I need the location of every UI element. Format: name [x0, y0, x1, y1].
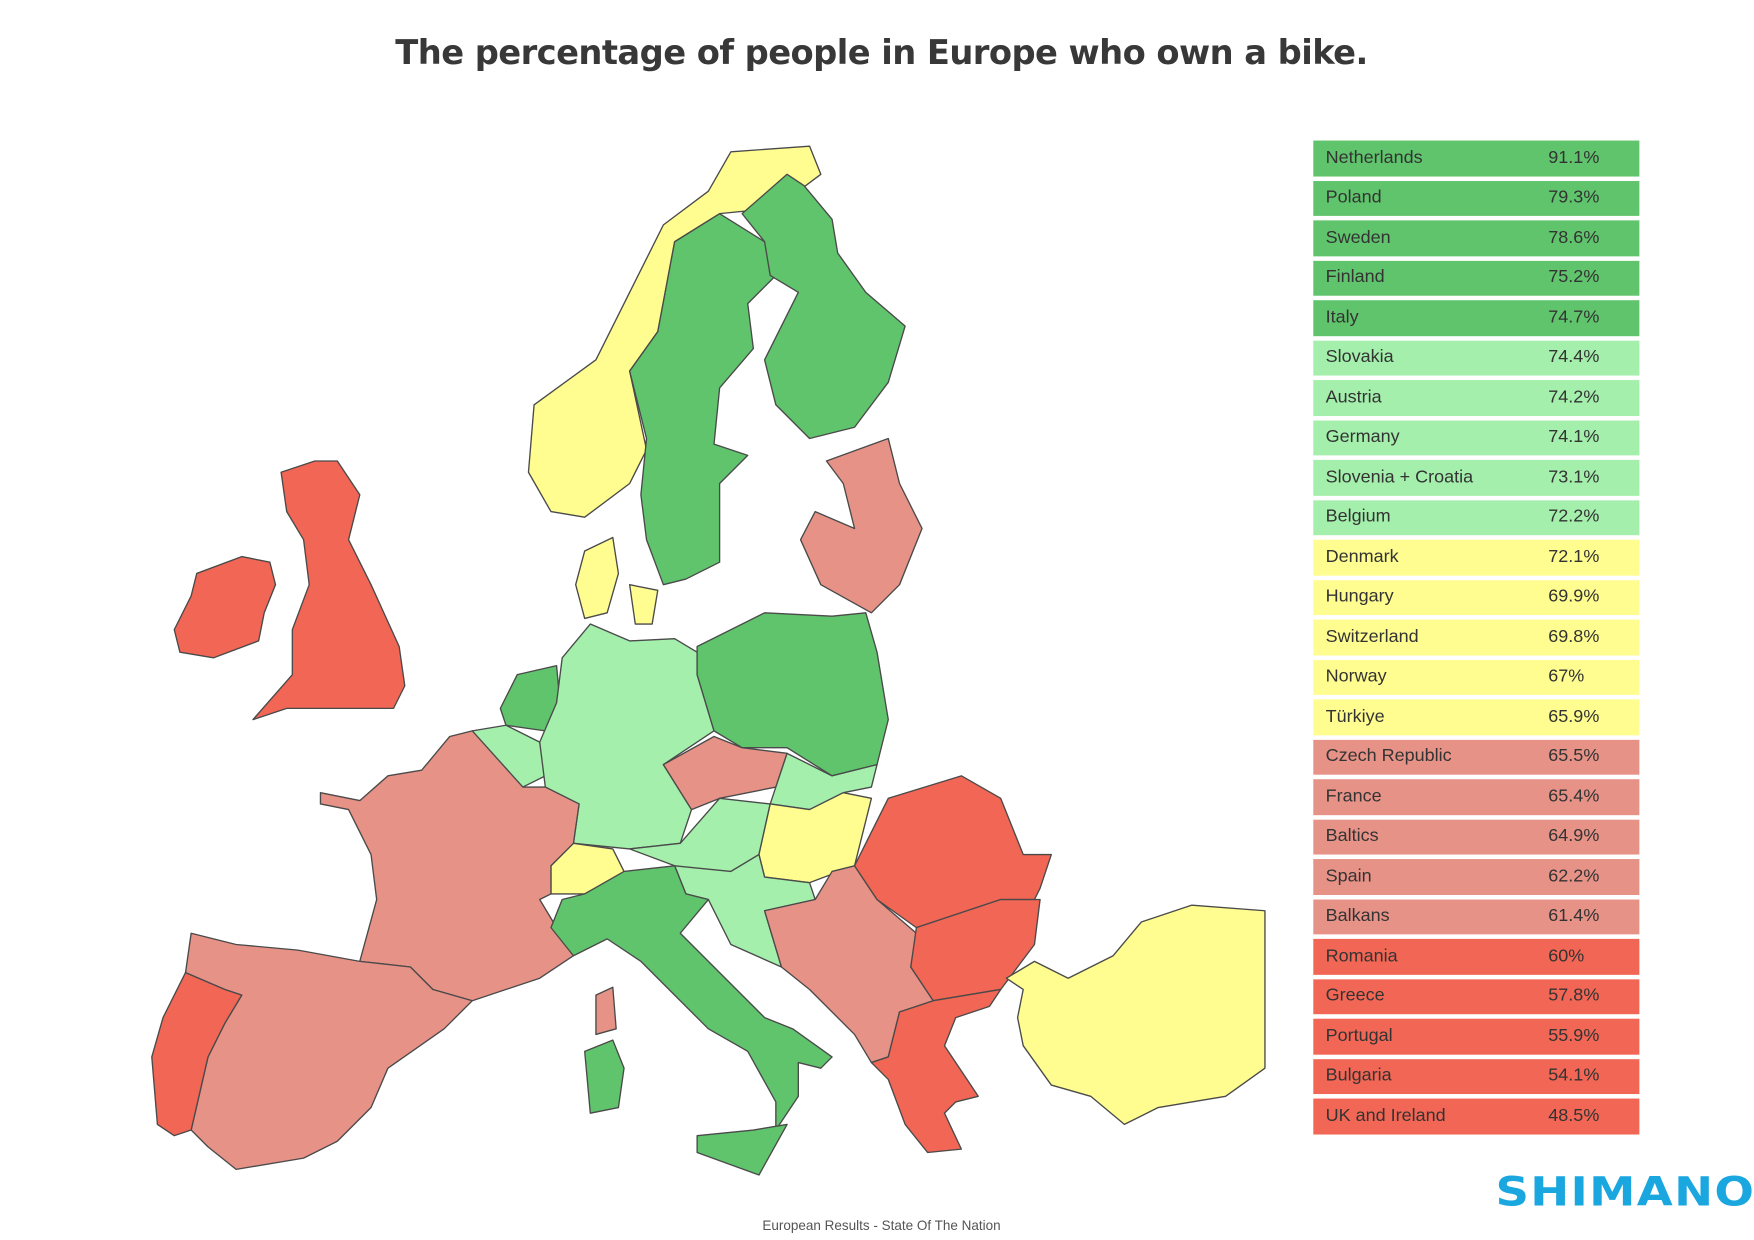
country-label: Hungary: [1325, 587, 1394, 607]
table-row: Slovenia + Croatia 73.1%: [1313, 459, 1640, 496]
chart-title: The percentage of people in Europe who o…: [395, 33, 1368, 74]
value-label: 79.3%: [1548, 188, 1600, 208]
value-label: 69.8%: [1548, 627, 1600, 647]
value-label: 74.2%: [1548, 387, 1600, 407]
country-label: Italy: [1325, 307, 1359, 327]
country-label: Greece: [1325, 986, 1385, 1006]
table-row: Spain 62.2%: [1313, 859, 1640, 895]
value-label: 61.4%: [1548, 906, 1600, 926]
country-label: Denmark: [1325, 547, 1399, 567]
country-label: Slovenia + Croatia: [1325, 467, 1474, 487]
country-label: Balkans: [1325, 906, 1390, 926]
map-region-portugal: [151, 971, 243, 1137]
table-row: Sweden 78.6%: [1313, 220, 1640, 256]
table-row: Slovakia 74.4%: [1313, 340, 1640, 376]
country-label: Finland: [1325, 267, 1385, 288]
table-row: Austria 74.2%: [1313, 380, 1640, 416]
table-row: Finland 75.2%: [1313, 260, 1640, 296]
value-label: 64.9%: [1548, 826, 1600, 846]
table-row: France 65.4%: [1313, 779, 1640, 815]
country-label: Belgium: [1325, 507, 1391, 527]
country-label: Baltics: [1325, 826, 1379, 846]
table-row: Belgium 72.2%: [1313, 499, 1640, 536]
map-region-finland: [741, 173, 906, 440]
country-label: Spain: [1325, 866, 1372, 886]
map-region-denmark: [575, 536, 620, 620]
map-region-uk-and-ireland: [173, 555, 277, 659]
table-row: Balkans 61.4%: [1313, 898, 1640, 935]
table-row: Norway 67%: [1313, 659, 1640, 695]
value-label: 57.8%: [1548, 986, 1600, 1006]
value-label: 65.5%: [1548, 746, 1600, 766]
table-row: Türkiye 65.9%: [1313, 699, 1640, 735]
country-label: Portugal: [1325, 1026, 1393, 1046]
value-label: 72.2%: [1548, 507, 1600, 527]
map-region-baltics: [799, 437, 923, 614]
map-region-uk-and-ireland: [252, 460, 406, 721]
value-label: 78.6%: [1548, 227, 1600, 248]
value-label: 55.9%: [1548, 1026, 1600, 1046]
value-label: 91.1%: [1548, 148, 1600, 168]
table-row: Italy 74.7%: [1313, 300, 1640, 336]
value-label: 65.4%: [1548, 786, 1600, 806]
map-region-greece: [870, 988, 1002, 1154]
country-label: Slovakia: [1325, 347, 1394, 367]
table-row: Greece 57.8%: [1313, 978, 1640, 1015]
country-label: Netherlands: [1325, 148, 1423, 168]
table-row: Romania 60%: [1313, 938, 1640, 975]
table-row: Netherlands 91.1%: [1313, 140, 1640, 176]
country-label: Sweden: [1325, 227, 1391, 248]
map-region-bulgaria: [910, 898, 1041, 1002]
footer-caption: European Results - State Of The Nation: [762, 1217, 1001, 1234]
country-label: Germany: [1325, 427, 1400, 447]
table-row: Baltics 64.9%: [1313, 819, 1640, 855]
value-label: 75.2%: [1548, 267, 1600, 288]
map-region-france: [595, 986, 617, 1036]
country-label: Czech Republic: [1325, 746, 1452, 766]
table-row: Hungary 69.9%: [1313, 579, 1640, 616]
value-label: 69.9%: [1548, 587, 1600, 607]
value-label: 54.1%: [1548, 1066, 1600, 1086]
country-label: Switzerland: [1325, 627, 1419, 647]
value-label: 62.2%: [1548, 866, 1600, 886]
country-label: Bulgaria: [1325, 1066, 1392, 1086]
table-row: Poland 79.3%: [1313, 180, 1640, 216]
value-label: 65.9%: [1548, 706, 1600, 727]
country-label: Norway: [1325, 667, 1387, 687]
map-region-italy: [550, 865, 833, 1131]
table-row: Bulgaria 54.1%: [1313, 1058, 1640, 1095]
table-row: Switzerland 69.8%: [1313, 619, 1640, 655]
shimano-logo: SHIMANO: [1495, 1169, 1754, 1216]
table-row: UK and Ireland 48.5%: [1313, 1098, 1640, 1134]
table-row: Germany 74.1%: [1313, 419, 1640, 456]
value-label: 60%: [1548, 946, 1585, 966]
value-label: 48.5%: [1548, 1106, 1600, 1126]
value-label: 67%: [1548, 667, 1585, 687]
map-region-t-rkiye: [1005, 904, 1266, 1126]
value-label: 74.7%: [1548, 307, 1600, 327]
value-label: 72.1%: [1548, 547, 1600, 567]
map-region-italy: [584, 1039, 625, 1114]
table-row: Czech Republic 65.5%: [1313, 739, 1640, 775]
ranking-table: Netherlands 91.1% Poland 79.3% Sweden 78.6% Fi…: [1313, 140, 1640, 1139]
map-region-denmark: [628, 584, 659, 625]
country-label: Austria: [1325, 387, 1382, 407]
country-label: Türkiye: [1325, 706, 1385, 727]
country-label: UK and Ireland: [1325, 1106, 1446, 1126]
map-region-italy: [696, 1123, 788, 1176]
value-label: 74.1%: [1548, 427, 1600, 447]
value-label: 73.1%: [1548, 467, 1600, 487]
table-row: Portugal 55.9%: [1313, 1018, 1640, 1055]
country-label: France: [1325, 786, 1382, 806]
map-region-sweden: [628, 212, 777, 586]
country-label: Poland: [1325, 188, 1382, 208]
table-row: Denmark 72.1%: [1313, 539, 1640, 576]
country-label: Romania: [1325, 946, 1398, 966]
value-label: 74.4%: [1548, 347, 1600, 367]
